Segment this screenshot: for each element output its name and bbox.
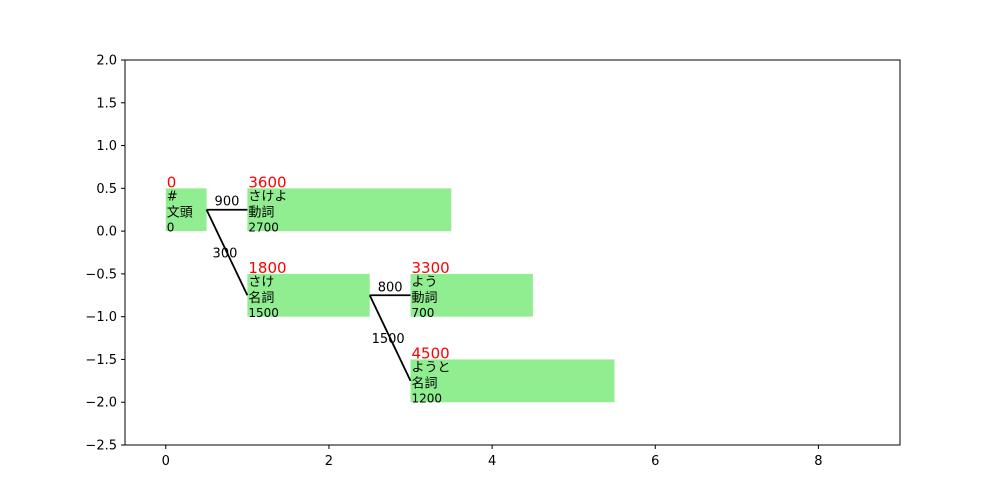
node-total-cost: 3600 <box>248 173 286 191</box>
edge-cost-label: 1500 <box>372 332 405 347</box>
node-surface: さけ <box>248 275 274 290</box>
labels-layer: 0#文頭03600さけよ動詞27001800さけ名詞15003300よう動詞70… <box>167 173 451 405</box>
node-part-of-speech: 文頭 <box>167 205 193 220</box>
x-tick-label: 0 <box>162 454 170 469</box>
node-word-cost: 1200 <box>412 391 443 405</box>
node-surface: さけよ <box>248 189 287 204</box>
edge-cost-label: 900 <box>215 195 240 210</box>
lattice-node-box <box>165 188 207 232</box>
node-word-cost: 700 <box>412 306 435 320</box>
node-word-cost: 2700 <box>248 220 279 234</box>
y-tick-label: −2.5 <box>85 439 117 454</box>
plot-area-frame <box>124 59 901 446</box>
y-tick-label: 1.5 <box>96 96 117 111</box>
edges-layer <box>205 208 412 382</box>
edge-cost-label: 800 <box>378 280 403 295</box>
y-tick-label: −2.0 <box>85 396 117 411</box>
node-total-cost: 4500 <box>412 344 450 362</box>
y-tick-label: 1.0 <box>96 139 117 154</box>
y-tick-label: −0.5 <box>85 267 117 282</box>
nodes-layer <box>165 188 615 403</box>
edge-cost-label: 300 <box>213 247 238 262</box>
lattice-node-box <box>410 273 533 317</box>
y-tick-label: 0.5 <box>96 182 117 197</box>
node-part-of-speech: 名詞 <box>248 290 274 306</box>
x-tick-label: 4 <box>488 454 496 469</box>
node-surface: ようと <box>412 360 451 375</box>
x-tick-label: 8 <box>814 454 822 469</box>
lattice-node-box <box>410 359 615 403</box>
y-tick-label: 2.0 <box>96 54 117 69</box>
x-tick-label: 2 <box>325 454 333 469</box>
node-total-cost: 1800 <box>248 259 286 277</box>
node-total-cost: 0 <box>167 173 177 191</box>
lattice-edge <box>205 209 249 296</box>
y-tick-label: −1.5 <box>85 353 117 368</box>
x-tick-label: 6 <box>651 454 659 469</box>
y-axis: 2.0 1.5 1.0 0.5 0.0 −0.5 −1.0 −1.5 −2.0 −2.5 <box>85 54 125 454</box>
node-surface: # <box>167 189 178 204</box>
node-total-cost: 3300 <box>412 259 450 277</box>
x-axis: 0 2 4 6 8 <box>162 445 823 469</box>
node-word-cost: 0 <box>167 220 175 234</box>
node-part-of-speech: 動詞 <box>248 205 274 220</box>
node-part-of-speech: 動詞 <box>412 291 438 306</box>
node-word-cost: 1500 <box>248 306 279 320</box>
lattice-edge <box>368 294 412 382</box>
y-tick-label: 0.0 <box>96 225 117 240</box>
lattice-node-box <box>247 273 370 317</box>
lattice-node-box <box>247 188 452 232</box>
y-tick-label: −1.0 <box>85 310 117 325</box>
node-part-of-speech: 名詞 <box>412 375 438 391</box>
node-surface: よう <box>412 275 438 290</box>
